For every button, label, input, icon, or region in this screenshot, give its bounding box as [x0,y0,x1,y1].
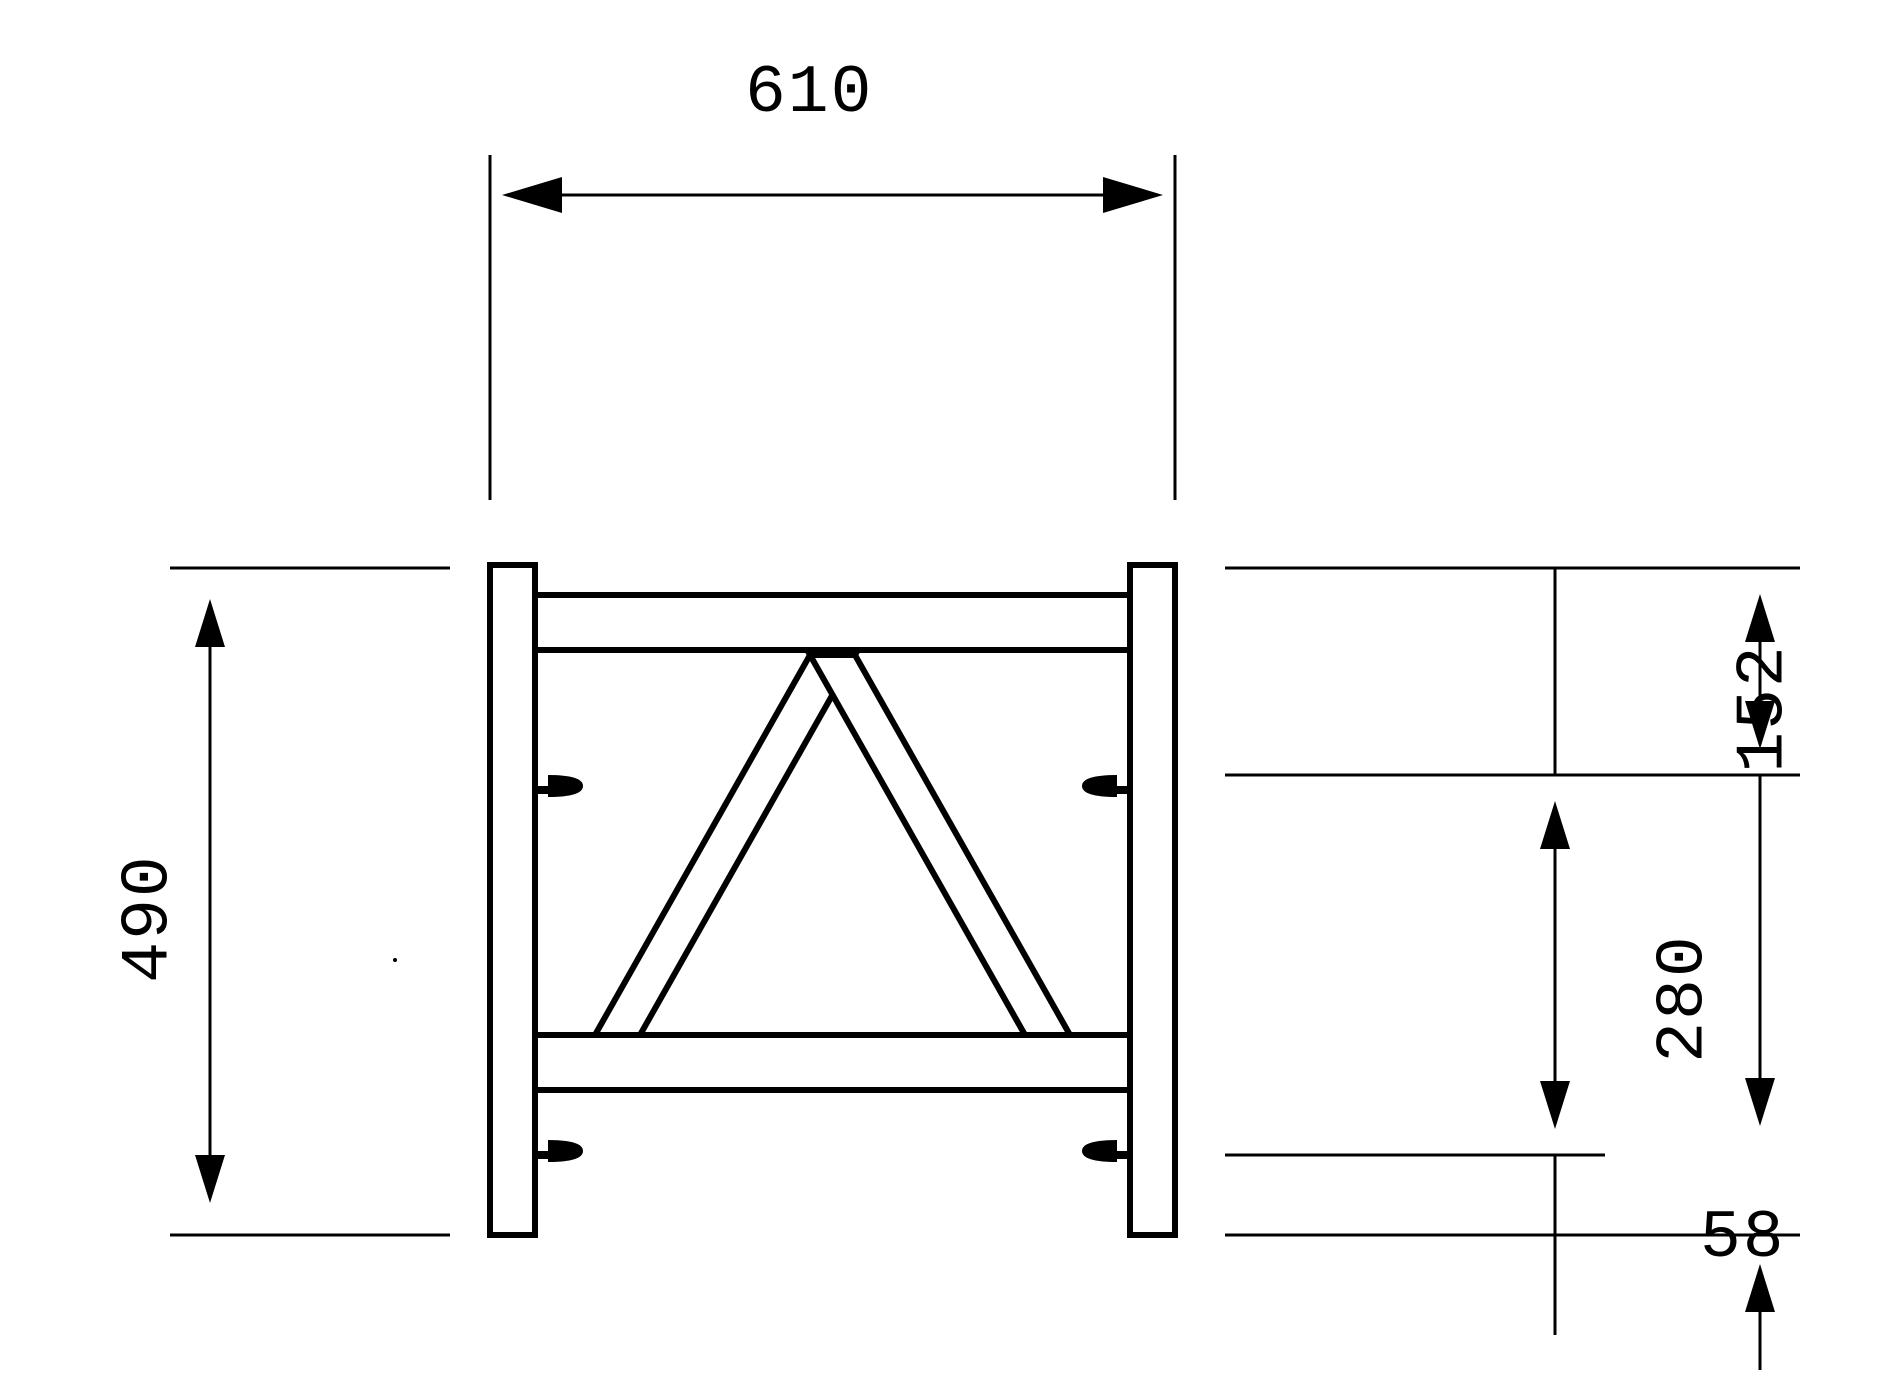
artifact-dot [393,958,397,962]
knob-lower-right [1082,1140,1127,1162]
drawing-svg [0,0,1901,1391]
knob-lower-left [538,1140,583,1162]
brace-left [595,655,855,1035]
technical-drawing: 610 490 152 280 58 [0,0,1901,1391]
brace-right [810,655,1070,1035]
knob-upper-left [538,775,583,797]
post-right [1130,565,1175,1235]
frame-structure [490,565,1175,1235]
knob-upper-right [1082,775,1127,797]
post-left [490,565,535,1235]
